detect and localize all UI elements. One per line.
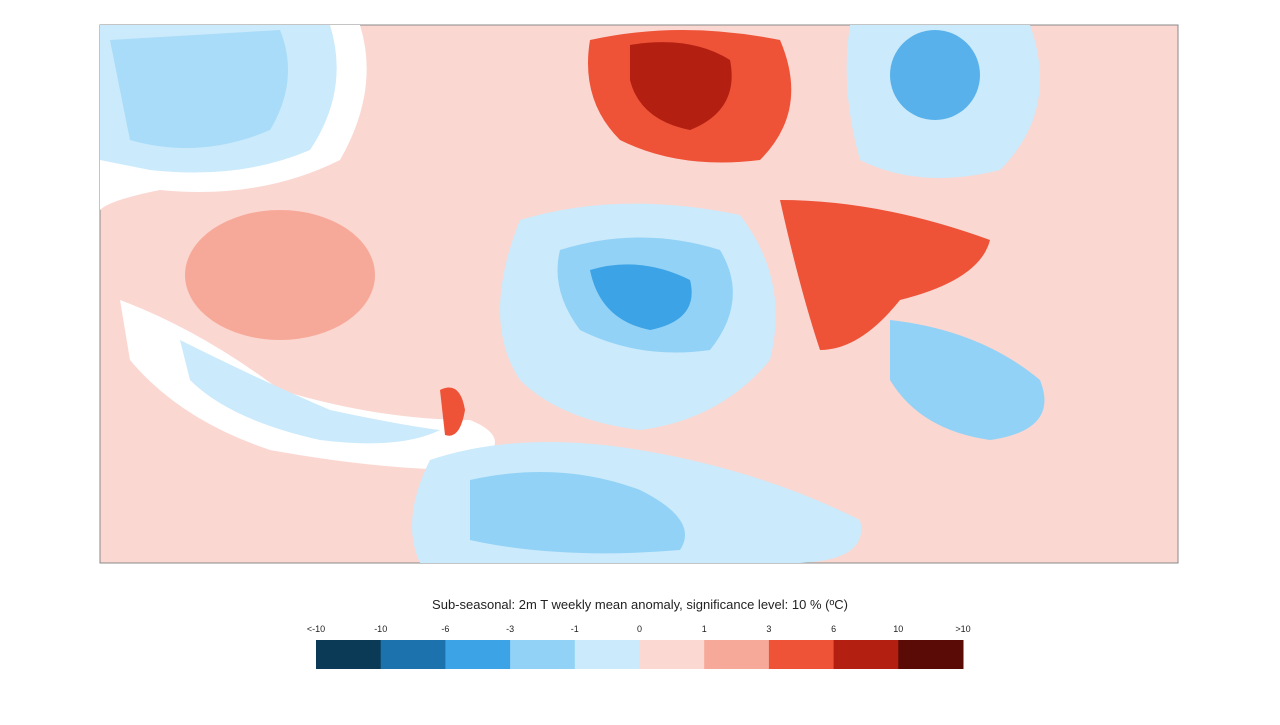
colorbar-label: -6	[441, 624, 449, 634]
colorbar: <-10 -10 -6 -3 -1 0 1 3 6 10 >10	[307, 624, 971, 669]
colorbar-label: -10	[374, 624, 387, 634]
colorbar-segment	[510, 640, 576, 669]
colorbar-segment	[380, 640, 446, 669]
colorbar-segment	[316, 640, 382, 669]
colorbar-segment	[704, 640, 770, 669]
colorbar-segment	[833, 640, 899, 669]
colorbar-label: >10	[955, 624, 970, 634]
colorbar-segment	[639, 640, 705, 669]
colorbar-label: 0	[637, 624, 642, 634]
colorbar-segment	[768, 640, 835, 669]
colorbar-label: -3	[506, 624, 514, 634]
colorbar-segment	[574, 640, 640, 669]
colorbar-segment	[898, 640, 964, 669]
colorbar-segment	[445, 640, 511, 669]
colorbar-label: <-10	[307, 624, 325, 634]
colorbar-label: 10	[893, 624, 903, 634]
colorbar-label: 6	[831, 624, 836, 634]
colorbar-label: 1	[702, 624, 707, 634]
colorbar-title: Sub-seasonal: 2m T weekly mean anomaly, …	[432, 597, 848, 612]
colorbar-label: 3	[766, 624, 771, 634]
map	[99, 24, 1179, 564]
colorbar-label: -1	[571, 624, 579, 634]
anomaly-field	[100, 25, 1045, 563]
